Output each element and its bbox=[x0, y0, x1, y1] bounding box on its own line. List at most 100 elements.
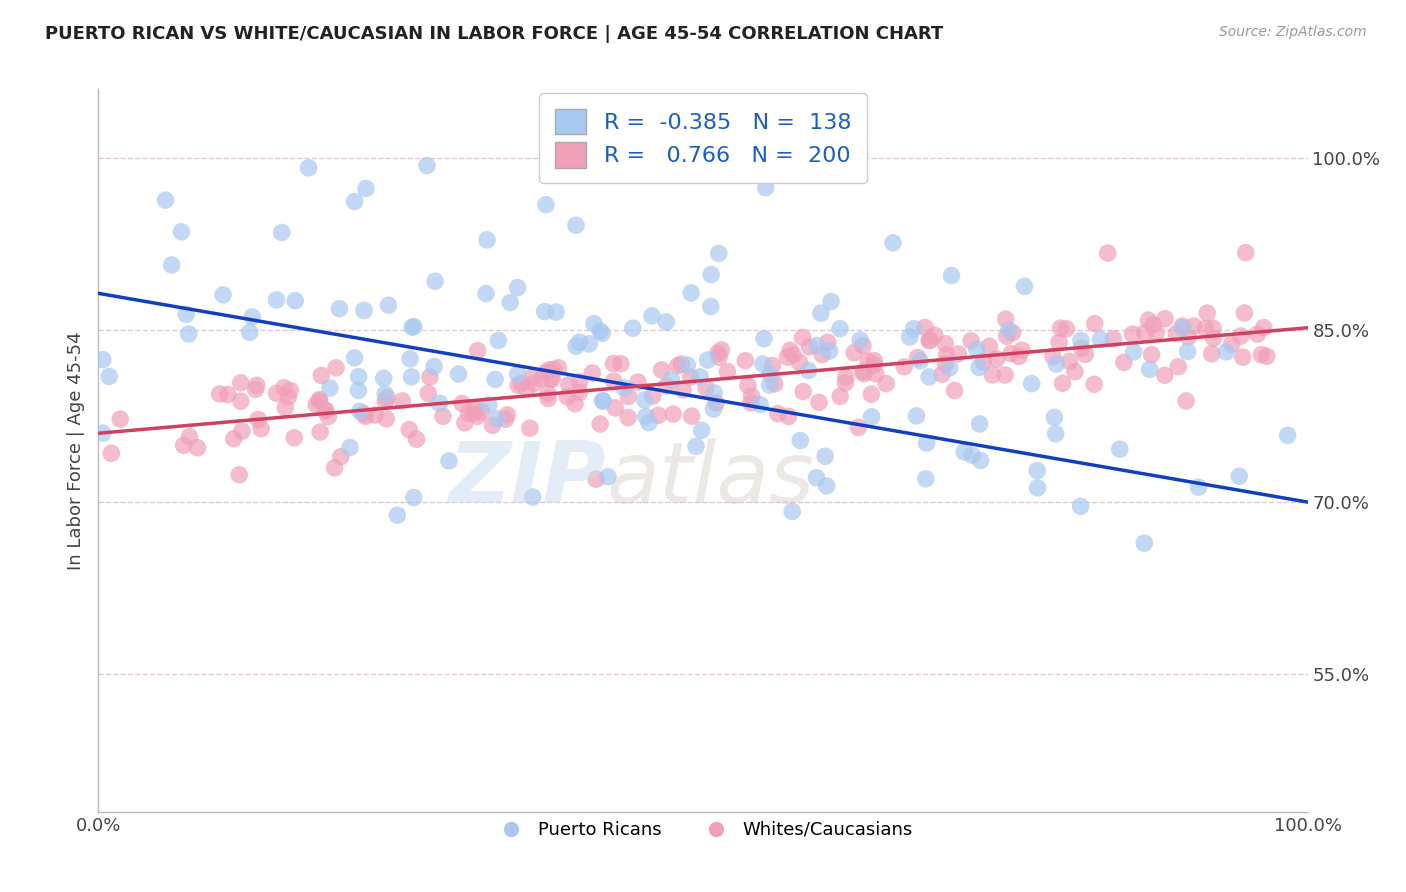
Whites/Caucasians bbox=[229, 376, 252, 390]
Puerto Ricans bbox=[818, 344, 841, 359]
Whites/Caucasians bbox=[375, 391, 398, 405]
Whites/Caucasians bbox=[1154, 311, 1177, 326]
Puerto Ricans bbox=[578, 337, 600, 351]
Puerto Ricans bbox=[170, 225, 193, 239]
Whites/Caucasians bbox=[792, 330, 814, 344]
Whites/Caucasians bbox=[695, 381, 717, 395]
Puerto Ricans bbox=[596, 470, 619, 484]
Whites/Caucasians bbox=[179, 430, 201, 444]
Puerto Ricans bbox=[621, 321, 644, 335]
Whites/Caucasians bbox=[907, 351, 929, 365]
Puerto Ricans bbox=[270, 226, 292, 240]
Whites/Caucasians bbox=[217, 387, 239, 401]
Puerto Ricans bbox=[475, 233, 498, 247]
Puerto Ricans bbox=[914, 472, 936, 486]
Puerto Ricans bbox=[592, 393, 614, 408]
Puerto Ricans bbox=[546, 305, 568, 319]
Whites/Caucasians bbox=[208, 387, 231, 401]
Whites/Caucasians bbox=[581, 366, 603, 380]
Puerto Ricans bbox=[820, 294, 842, 309]
Text: ZIP: ZIP bbox=[449, 438, 606, 521]
Puerto Ricans bbox=[997, 323, 1019, 337]
Puerto Ricans bbox=[484, 372, 506, 386]
Puerto Ricans bbox=[399, 351, 422, 366]
Whites/Caucasians bbox=[610, 357, 633, 371]
Whites/Caucasians bbox=[918, 334, 941, 348]
Whites/Caucasians bbox=[228, 467, 250, 482]
Puerto Ricans bbox=[343, 351, 366, 365]
Whites/Caucasians bbox=[1153, 368, 1175, 383]
Puerto Ricans bbox=[522, 490, 544, 504]
Whites/Caucasians bbox=[792, 384, 814, 399]
Whites/Caucasians bbox=[315, 403, 337, 417]
Whites/Caucasians bbox=[108, 412, 131, 426]
Whites/Caucasians bbox=[1054, 322, 1077, 336]
Puerto Ricans bbox=[297, 161, 319, 175]
Whites/Caucasians bbox=[1008, 350, 1031, 364]
Whites/Caucasians bbox=[994, 312, 1017, 326]
Puerto Ricans bbox=[814, 449, 837, 463]
Puerto Ricans bbox=[655, 315, 678, 329]
Whites/Caucasians bbox=[523, 376, 546, 391]
Puerto Ricans bbox=[860, 409, 883, 424]
Puerto Ricans bbox=[160, 258, 183, 272]
Whites/Caucasians bbox=[530, 372, 553, 386]
Puerto Ricans bbox=[703, 385, 725, 400]
Whites/Caucasians bbox=[1197, 306, 1219, 320]
Whites/Caucasians bbox=[834, 376, 856, 390]
Whites/Caucasians bbox=[585, 472, 607, 486]
Puerto Ricans bbox=[416, 159, 439, 173]
Whites/Caucasians bbox=[934, 357, 956, 371]
Whites/Caucasians bbox=[1256, 349, 1278, 363]
Whites/Caucasians bbox=[1011, 343, 1033, 358]
Whites/Caucasians bbox=[250, 422, 273, 436]
Whites/Caucasians bbox=[981, 368, 1004, 382]
Whites/Caucasians bbox=[1137, 313, 1160, 327]
Text: PUERTO RICAN VS WHITE/CAUCASIAN IN LABOR FORCE | AGE 45-54 CORRELATION CHART: PUERTO RICAN VS WHITE/CAUCASIAN IN LABOR… bbox=[45, 25, 943, 43]
Whites/Caucasians bbox=[311, 368, 333, 383]
Whites/Caucasians bbox=[432, 409, 454, 424]
Puerto Ricans bbox=[689, 370, 711, 384]
Whites/Caucasians bbox=[1220, 337, 1243, 351]
Whites/Caucasians bbox=[1097, 246, 1119, 260]
Puerto Ricans bbox=[565, 218, 588, 232]
Puerto Ricans bbox=[582, 317, 605, 331]
Whites/Caucasians bbox=[875, 376, 897, 391]
Puerto Ricans bbox=[967, 360, 990, 375]
Whites/Caucasians bbox=[273, 381, 295, 395]
Whites/Caucasians bbox=[506, 378, 529, 392]
Puerto Ricans bbox=[953, 445, 976, 459]
Whites/Caucasians bbox=[1182, 319, 1205, 334]
Whites/Caucasians bbox=[354, 409, 377, 424]
Puerto Ricans bbox=[565, 339, 588, 353]
Whites/Caucasians bbox=[375, 412, 398, 426]
Whites/Caucasians bbox=[846, 420, 869, 434]
Puerto Ricans bbox=[437, 454, 460, 468]
Puerto Ricans bbox=[634, 409, 657, 424]
Puerto Ricans bbox=[849, 333, 872, 347]
Whites/Caucasians bbox=[817, 335, 839, 350]
Puerto Ricans bbox=[354, 181, 377, 195]
Whites/Caucasians bbox=[707, 346, 730, 360]
Puerto Ricans bbox=[506, 280, 529, 294]
Puerto Ricans bbox=[373, 371, 395, 385]
Whites/Caucasians bbox=[924, 328, 946, 343]
Whites/Caucasians bbox=[534, 366, 557, 380]
Whites/Caucasians bbox=[679, 370, 702, 384]
Whites/Caucasians bbox=[931, 368, 953, 382]
Whites/Caucasians bbox=[716, 365, 738, 379]
Puerto Ricans bbox=[1277, 428, 1299, 442]
Whites/Caucasians bbox=[316, 409, 339, 424]
Puerto Ricans bbox=[1070, 334, 1092, 348]
Puerto Ricans bbox=[806, 471, 828, 485]
Whites/Caucasians bbox=[835, 370, 858, 384]
Puerto Ricans bbox=[613, 381, 636, 395]
Whites/Caucasians bbox=[266, 386, 288, 401]
Whites/Caucasians bbox=[100, 446, 122, 460]
Puerto Ricans bbox=[1045, 426, 1067, 441]
Puerto Ricans bbox=[91, 352, 114, 367]
Whites/Caucasians bbox=[589, 417, 612, 431]
Puerto Ricans bbox=[1026, 464, 1049, 478]
Whites/Caucasians bbox=[1042, 350, 1064, 364]
Whites/Caucasians bbox=[1142, 318, 1164, 332]
